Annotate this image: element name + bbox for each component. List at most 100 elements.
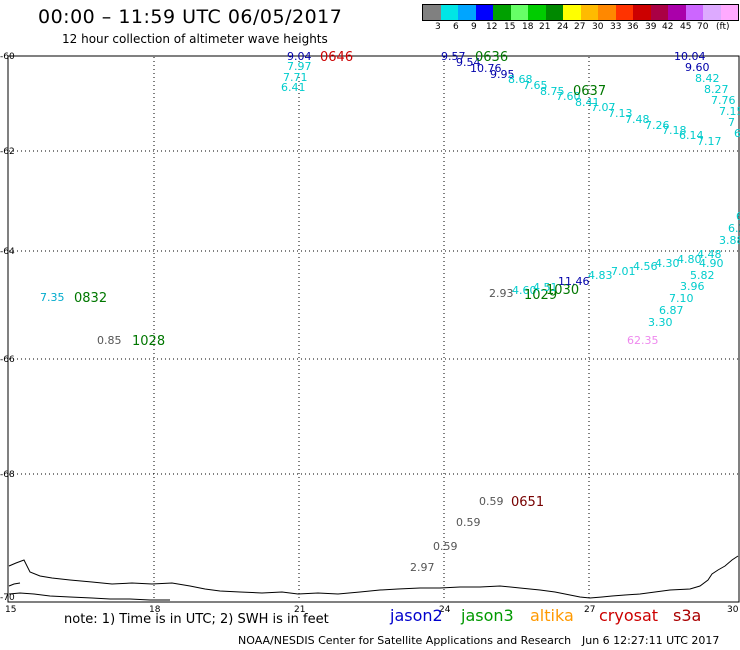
scale-swatch	[475, 5, 493, 20]
legend-jason3: jason3	[461, 606, 514, 625]
swh-value: 4.80	[677, 253, 702, 266]
x-tick-label: 21	[294, 605, 305, 615]
credit-line: NOAA/NESDIS Center for Satellite Applica…	[238, 634, 572, 647]
swh-value: 9.54	[456, 56, 481, 69]
swh-value: 8.75	[540, 85, 565, 98]
swh-value: 4.51	[533, 281, 558, 294]
scale-label: 36	[627, 22, 639, 32]
swh-value: 6.2	[728, 222, 740, 235]
swh-value: 11.46	[558, 275, 590, 288]
swh-value: 9.04	[287, 50, 312, 63]
swh-value: 3.96	[680, 280, 705, 293]
color-scale: 3 6 9 12 15 18 21 24 27 30 33 36 39 42 4…	[422, 4, 739, 32]
y-tick-label: -68	[0, 470, 15, 480]
swh-value: 6.14	[679, 129, 704, 142]
scale-label: 30	[592, 22, 604, 32]
map-frame	[7, 55, 740, 603]
coastline	[8, 555, 739, 599]
swh-value: 7.65	[523, 79, 548, 92]
scale-swatch	[633, 5, 651, 20]
swh-value: 7.15	[719, 105, 740, 118]
coastline-segment	[8, 582, 21, 587]
legend-jason2: jason2	[390, 606, 443, 625]
swh-value: 8.68	[508, 73, 533, 86]
footnote: note: 1) Time is in UTC; 2) SWH is in fe…	[64, 612, 329, 627]
swh-value: 4.56	[633, 260, 658, 273]
pass-time: 0637	[573, 84, 606, 99]
swh-value: 9.60	[685, 61, 710, 74]
graticule	[9, 57, 738, 601]
chart-title: 00:00 – 11:59 UTC 06/05/2017	[38, 6, 343, 28]
swh-value: 6	[736, 210, 740, 223]
swh-value: 7.35	[40, 291, 65, 304]
swh-value: 9.57	[441, 50, 466, 63]
swh-value: 7.60	[556, 90, 581, 103]
swh-value: 10.76	[470, 62, 502, 75]
swh-value: 7.07	[591, 101, 616, 114]
swh-value: 7.97	[287, 60, 312, 73]
pass-time: 0636	[475, 50, 508, 65]
pass-time: 1029	[524, 288, 557, 303]
scale-label: 33	[610, 22, 622, 32]
x-tick-label: 15	[5, 605, 16, 615]
scale-label: 42	[662, 22, 674, 32]
scale-swatch	[650, 5, 668, 20]
swh-value: 7.26	[645, 119, 670, 132]
swh-value: 4.60	[512, 284, 537, 297]
swh-value: 6.41	[281, 81, 306, 94]
wave-height-labels: 9.04 7.97 7.71 6.41 0646 9.57 9.54 10.76…	[40, 50, 740, 574]
coastline-inner	[8, 592, 170, 601]
scale-swatch	[458, 5, 476, 20]
swh-value: 2.93	[489, 287, 514, 300]
swh-value: 7.17	[697, 135, 722, 148]
scale-label: 70	[697, 22, 709, 32]
legend-s3a: s3a	[673, 606, 702, 625]
y-tick-label: -60	[0, 52, 15, 62]
scale-swatch	[563, 5, 581, 20]
pass-time: 0832	[74, 291, 107, 306]
scale-swatch	[545, 5, 563, 20]
scale-swatch	[685, 5, 703, 20]
scale-label: 18	[522, 22, 534, 32]
color-scale-swatches	[422, 4, 739, 21]
swh-value: 9.95	[490, 68, 515, 81]
y-tick-label: -70	[0, 593, 15, 603]
pass-time: 0646	[320, 50, 353, 65]
scale-label: 6	[453, 22, 459, 32]
swh-value: 7.18	[662, 124, 687, 137]
y-tick-label: -64	[0, 247, 15, 257]
y-tick-label: -62	[0, 147, 15, 157]
scale-swatch	[580, 5, 598, 20]
scale-swatch	[668, 5, 686, 20]
legend-altika: altika	[530, 606, 574, 625]
scale-label: 45	[680, 22, 692, 32]
swh-value: 7.71	[283, 71, 308, 84]
x-tick-label: 24	[439, 605, 451, 615]
swh-value: 6.87	[659, 304, 684, 317]
swh-value: 4.90	[699, 257, 724, 270]
scale-label: 39	[645, 22, 657, 32]
x-tick-label: 18	[149, 605, 161, 615]
scale-label: 15	[504, 22, 516, 32]
swh-value: 8.27	[704, 83, 729, 96]
scale-swatch	[440, 5, 458, 20]
swh-value: 5.82	[690, 269, 715, 282]
swh-value: 62.35	[627, 334, 659, 347]
swh-value: 7.76	[711, 94, 736, 107]
swh-value: 10.04	[674, 50, 706, 63]
swh-value: 4.48	[697, 248, 722, 261]
y-tick-label: -66	[0, 355, 15, 365]
scale-label: 9	[471, 22, 477, 32]
scale-label: 3	[435, 22, 441, 32]
x-tick-label: 30	[727, 605, 739, 615]
scale-swatch	[720, 5, 738, 20]
scale-label: 21	[539, 22, 551, 32]
pass-time: 1030	[546, 283, 579, 298]
swh-value: 7	[728, 116, 735, 129]
scale-label: 27	[574, 22, 586, 32]
swh-value: 8.41	[575, 96, 600, 109]
scale-swatch	[615, 5, 633, 20]
scale-swatch	[493, 5, 511, 20]
swh-value: 7.10	[669, 292, 694, 305]
